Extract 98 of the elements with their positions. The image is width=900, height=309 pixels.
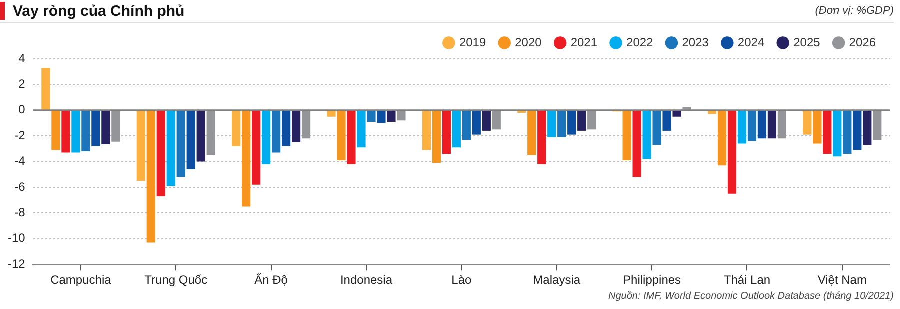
bar xyxy=(548,110,556,138)
bar xyxy=(538,110,546,164)
bar xyxy=(176,110,186,178)
y-tick-label: -10 xyxy=(8,231,26,246)
x-tick-label: Malaysia xyxy=(533,273,581,288)
y-tick-label: -8 xyxy=(14,206,26,220)
bar xyxy=(367,110,376,122)
bar xyxy=(102,110,110,144)
bar xyxy=(337,110,346,161)
bar xyxy=(186,110,196,170)
bar xyxy=(728,110,737,194)
bar xyxy=(262,110,271,164)
bar xyxy=(672,110,682,117)
bar xyxy=(377,110,386,124)
bar xyxy=(72,110,80,153)
bar xyxy=(242,110,251,207)
bar xyxy=(758,110,767,139)
x-tick-label: Lào xyxy=(452,273,472,288)
bar xyxy=(52,110,60,150)
bar xyxy=(272,110,281,153)
bar xyxy=(843,110,852,154)
y-tick-label: -6 xyxy=(14,180,26,194)
y-tick-label: 2 xyxy=(18,77,26,92)
bar xyxy=(156,110,166,196)
y-tick-label: -2 xyxy=(14,128,26,142)
legend-label: 2020 xyxy=(515,35,542,50)
bar xyxy=(62,110,70,153)
bar xyxy=(813,110,822,144)
legend-label: 2023 xyxy=(682,35,710,50)
bar xyxy=(803,110,812,135)
y-tick-label: -4 xyxy=(14,154,26,168)
bar xyxy=(482,110,491,131)
x-tick-label: Campuchia xyxy=(50,273,112,288)
bar xyxy=(232,110,241,146)
bar xyxy=(642,110,652,160)
bar xyxy=(196,110,206,162)
bar xyxy=(588,110,596,130)
bar xyxy=(452,110,461,148)
legend-label: 2019 xyxy=(459,35,486,50)
bar xyxy=(632,110,642,178)
bar xyxy=(833,110,842,157)
bar xyxy=(748,110,757,142)
bar xyxy=(442,110,451,154)
bar xyxy=(558,110,566,138)
bar xyxy=(472,110,481,135)
legend-label: 2021 xyxy=(570,35,598,50)
bar xyxy=(853,110,862,150)
bar xyxy=(282,110,291,146)
bar xyxy=(778,110,786,139)
bar xyxy=(578,110,586,131)
bar xyxy=(568,110,576,135)
bar xyxy=(432,110,441,164)
legend-label: 2022 xyxy=(626,35,654,50)
bar xyxy=(206,110,216,156)
legend-label: 2025 xyxy=(794,35,821,50)
bar xyxy=(146,110,156,243)
x-tick-label: Thái Lan xyxy=(724,273,771,288)
text: Nguồn: IMF, World Economic Outlook Database (tháng 10/2021) xyxy=(607,291,894,302)
bar xyxy=(863,110,872,146)
bar xyxy=(387,110,396,122)
bar xyxy=(42,68,50,110)
bar xyxy=(357,110,366,148)
y-tick-label: 4 xyxy=(18,51,26,66)
x-tick-label: Ấn Độ xyxy=(254,273,288,288)
bar xyxy=(397,110,406,121)
bar xyxy=(166,110,176,186)
bar xyxy=(823,110,832,154)
bar xyxy=(136,110,146,182)
bar xyxy=(768,110,777,139)
chart-title: Vay ròng của Chính phủ xyxy=(13,2,186,20)
x-tick-label: Indonesia xyxy=(340,273,393,288)
x-tick-label: Việt Nam xyxy=(818,273,867,288)
bar xyxy=(718,110,727,166)
bar xyxy=(82,110,90,152)
bar xyxy=(462,110,471,140)
bar xyxy=(347,110,356,164)
bar xyxy=(738,110,747,144)
bar xyxy=(422,110,431,150)
bar xyxy=(662,110,672,131)
bar xyxy=(652,110,662,146)
x-tick-label: Philippines xyxy=(623,273,682,288)
bar xyxy=(112,110,120,142)
bar xyxy=(327,110,336,117)
legend-label: 2026 xyxy=(849,35,876,50)
bar xyxy=(252,110,261,185)
bar xyxy=(92,110,100,146)
bar xyxy=(873,110,882,140)
chart-subtitle: (Đơn vị: %GDP) xyxy=(815,5,894,17)
bar xyxy=(302,110,311,139)
bar xyxy=(622,110,632,161)
y-tick-label: -12 xyxy=(8,256,26,271)
y-tick-label: 0 xyxy=(18,102,26,117)
bar xyxy=(492,110,501,130)
legend-label: 2024 xyxy=(738,35,765,50)
x-tick-label: Trung Quốc xyxy=(144,273,208,288)
bar xyxy=(528,110,536,156)
bar xyxy=(292,110,301,143)
bar xyxy=(708,110,717,114)
